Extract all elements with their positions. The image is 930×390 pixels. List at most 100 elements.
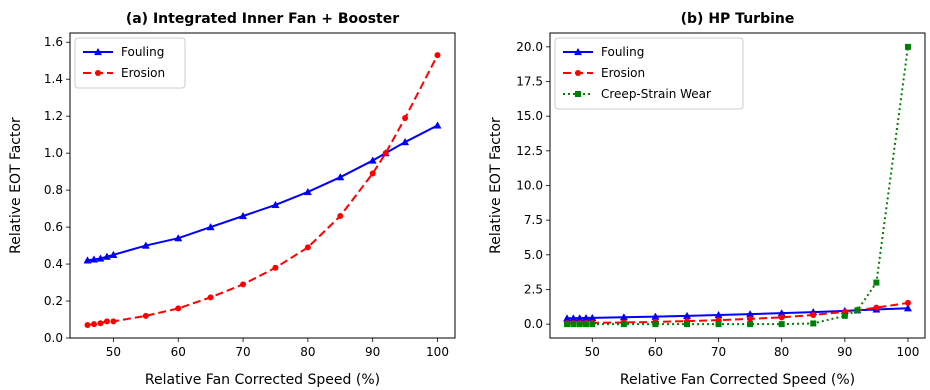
data-point: [715, 321, 722, 328]
data-point: [207, 294, 214, 301]
data-point: [401, 137, 410, 146]
legend-marker: [95, 70, 101, 76]
x-tick-label: 100: [426, 345, 449, 359]
legend-label: Erosion: [121, 66, 165, 80]
panel-a: (a) Integrated Inner Fan + Booster 50 60 70…: [8, 11, 456, 388]
series-creep-strain-wear: [564, 43, 911, 328]
data-point: [336, 173, 345, 181]
series-line: [567, 307, 908, 320]
x-tick-label: 50: [585, 345, 600, 359]
y-tick-label: 10.0: [516, 179, 543, 193]
y-tick-label: 0.2: [44, 294, 63, 308]
data-point: [239, 211, 248, 220]
x-tick-label: 60: [648, 345, 663, 359]
data-point: [620, 321, 627, 328]
data-point: [589, 321, 596, 328]
data-point: [873, 304, 880, 311]
data-point: [576, 321, 583, 328]
data-point: [337, 213, 344, 219]
series-line: [87, 54, 439, 327]
data-point: [96, 254, 105, 262]
data-point: [382, 150, 389, 157]
y-tick-label: 1.6: [44, 35, 63, 49]
data-point: [175, 305, 182, 312]
legend-marker: [93, 47, 103, 56]
y-tick-label: 1.4: [44, 72, 63, 86]
data-point: [240, 281, 247, 288]
data-point: [683, 321, 690, 328]
x-tick-label: 70: [235, 345, 250, 359]
y-tick-label: 17.5: [516, 75, 543, 89]
plot-frame: [69, 32, 456, 339]
data-point: [368, 156, 377, 164]
data-point: [369, 170, 376, 177]
data-point: [206, 222, 215, 231]
data-point: [747, 315, 754, 322]
data-point: [747, 321, 754, 328]
y-tick-label: 0.6: [44, 220, 63, 234]
x-tick-label: 90: [365, 345, 380, 359]
series-line: [567, 46, 909, 326]
data-point: [142, 312, 149, 319]
data-point: [778, 314, 785, 321]
legend-marker: [575, 91, 581, 97]
data-point: [841, 312, 848, 319]
y-tick-label: 0.4: [44, 257, 63, 271]
data-point: [904, 43, 911, 50]
y-tick-label: 2.5: [524, 282, 543, 296]
x-axis-label: Relative Fan Corrected Speed (%): [145, 372, 380, 388]
data-point: [102, 252, 111, 260]
data-point: [174, 234, 183, 242]
data-point: [304, 244, 311, 251]
data-point: [854, 307, 861, 314]
y-tick-label: 15.0: [516, 109, 543, 123]
y-tick-label: 7.5: [524, 213, 543, 227]
series-erosion: [84, 52, 441, 329]
legend-label: Creep-Strain Wear: [601, 87, 711, 101]
data-point: [582, 321, 589, 328]
chart-title: (b) HP Turbine: [681, 11, 795, 27]
plot-frame: [549, 32, 926, 339]
data-point: [103, 318, 110, 325]
series-fouling: [83, 121, 442, 264]
y-tick-label: 0.0: [524, 317, 543, 331]
data-point: [570, 321, 577, 328]
legend-marker: [575, 70, 581, 76]
legend-label: Erosion: [601, 66, 645, 80]
x-tick-label: 60: [171, 345, 186, 359]
data-point: [83, 256, 92, 264]
x-tick-label: 80: [300, 345, 315, 359]
data-point: [89, 255, 99, 263]
data-point: [873, 279, 880, 286]
data-point: [272, 264, 279, 271]
y-axis-label: Relative EOT Factor: [8, 117, 24, 254]
data-point: [90, 321, 97, 328]
data-point: [109, 250, 118, 258]
y-tick-label: 1.0: [44, 146, 63, 160]
data-point: [141, 241, 150, 249]
data-point: [84, 322, 91, 329]
data-point: [652, 321, 659, 328]
data-point: [778, 321, 785, 328]
x-tick-label: 70: [711, 345, 726, 359]
data-point: [402, 115, 409, 122]
x-tick-label: 80: [774, 345, 789, 359]
legend-label: Fouling: [121, 45, 164, 59]
y-tick-label: 1.2: [44, 109, 63, 123]
legend-box: [554, 37, 744, 110]
data-point: [904, 299, 911, 306]
y-tick-label: 0.8: [44, 183, 63, 197]
data-point: [271, 200, 280, 209]
y-tick-label: 5.0: [524, 248, 543, 262]
y-tick-label: 0.0: [44, 331, 63, 345]
legend-label: Fouling: [601, 45, 644, 59]
y-tick-label: 12.5: [516, 144, 543, 158]
data-point: [303, 187, 312, 196]
data-point: [903, 304, 912, 312]
x-tick-label: 90: [837, 345, 852, 359]
data-point: [433, 121, 442, 129]
data-point: [810, 311, 817, 318]
y-tick-label: 20.0: [516, 40, 543, 54]
legend: Fouling Erosion: [74, 37, 186, 89]
